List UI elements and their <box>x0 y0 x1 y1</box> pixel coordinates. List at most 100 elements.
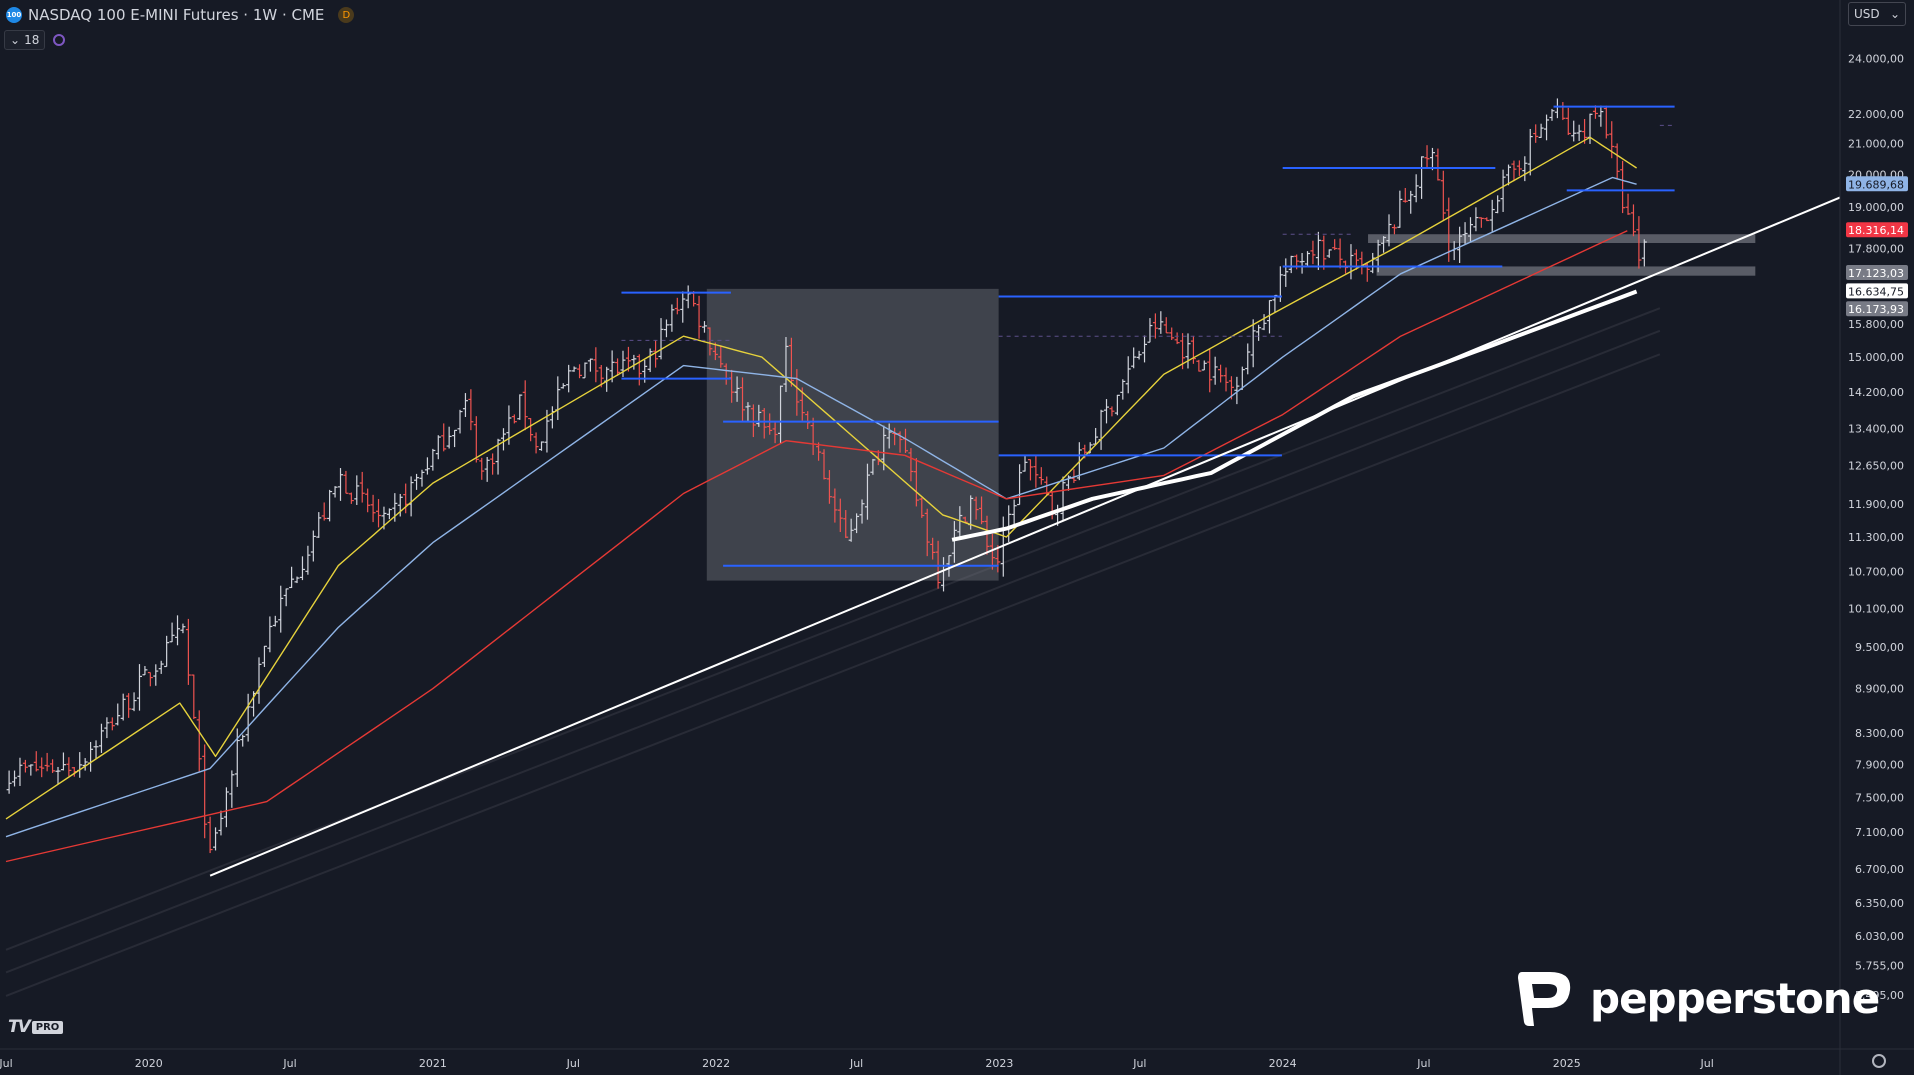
ohlc-bar <box>805 411 811 429</box>
price-label-box <box>1846 301 1908 317</box>
ohlc-bar <box>1386 214 1392 247</box>
ohlc-bar <box>669 304 675 332</box>
ohlc-bar <box>305 545 311 575</box>
pro-badge: PRO <box>31 1020 64 1034</box>
ohlc-bar <box>886 423 892 449</box>
ohlc-bar <box>1283 258 1289 287</box>
y-tick-label: 10.700,00 <box>1848 566 1904 579</box>
ohlc-bar <box>1207 348 1213 393</box>
ohlc-bar <box>1109 406 1115 417</box>
ohlc-bar <box>386 508 392 520</box>
y-tick-label: 8.900,00 <box>1855 683 1904 696</box>
ohlc-bar <box>1462 222 1468 245</box>
chart-title[interactable]: NASDAQ 100 E-MINI Futures · 1W · CME <box>28 6 325 24</box>
ohlc-bar <box>522 380 528 431</box>
ohlc-bar <box>1337 238 1343 269</box>
ohlc-bar <box>1620 160 1626 214</box>
ohlc-bar <box>98 723 104 753</box>
pepperstone-logo-icon <box>1518 972 1571 1026</box>
ohlc-bar <box>1033 454 1039 488</box>
tradingview-logo[interactable]: TV PRO <box>8 1017 64 1037</box>
ohlc-bar <box>12 770 18 787</box>
ohlc-bar <box>500 428 506 451</box>
ohlc-bar <box>685 285 691 309</box>
ohlc-bar <box>1489 199 1495 232</box>
ohlc-bar <box>441 423 447 452</box>
ohlc-bar <box>1522 156 1528 182</box>
settings-gear-icon[interactable] <box>1872 1054 1886 1068</box>
x-tick-label: Jul <box>1700 1057 1714 1070</box>
ohlc-bar <box>859 499 865 524</box>
ohlc-bar <box>680 291 686 323</box>
ohlc-bar <box>930 537 936 560</box>
ohlc-bar <box>1201 360 1207 371</box>
ohlc-bar <box>348 492 354 504</box>
ohlc-bar <box>1467 217 1473 242</box>
sma-long-line <box>951 289 1638 542</box>
y-tick-label: 7.100,00 <box>1855 826 1904 839</box>
x-tick-label: 2024 <box>1269 1057 1297 1070</box>
ohlc-bar <box>973 496 979 520</box>
ohlc-bar <box>1391 224 1397 235</box>
y-tick-label: 19.000,00 <box>1848 201 1904 214</box>
indicators-toggle-button[interactable]: ⌄ 18 <box>4 30 46 50</box>
ohlc-bar <box>1576 124 1582 141</box>
ohlc-bar <box>816 442 822 461</box>
ohlc-bar <box>767 413 773 435</box>
ohlc-bar <box>365 488 371 513</box>
ohlc-bar <box>370 494 376 523</box>
ohlc-bar <box>479 457 485 480</box>
ohlc-bar <box>1473 207 1479 232</box>
ohlc-bar <box>435 435 441 460</box>
indicator-settings-icon[interactable] <box>53 34 66 46</box>
ohlc-bar <box>1169 327 1175 340</box>
ohlc-bar <box>555 376 561 420</box>
ohlc-bar <box>745 402 751 421</box>
ohlc-bar <box>1440 170 1446 220</box>
y-tick-label: 24.000,00 <box>1848 53 1904 66</box>
chart-header: 100 NASDAQ 100 E-MINI Futures · 1W · CME… <box>6 4 355 26</box>
ohlc-bar <box>582 362 588 379</box>
ohlc-bar <box>549 406 555 429</box>
ohlc-bar <box>294 576 300 584</box>
ohlc-bar <box>1636 216 1642 269</box>
ohlc-bar <box>218 810 224 836</box>
ohlc-bar <box>1500 169 1506 212</box>
x-tick-label: Jul <box>0 1057 13 1070</box>
delayed-data-badge[interactable]: D <box>338 7 355 23</box>
y-tick-label: 6.700,00 <box>1855 863 1904 876</box>
ohlc-bar <box>593 347 599 383</box>
currency-select[interactable]: USD ⌄ <box>1848 2 1906 26</box>
ohlc-bar <box>1315 231 1321 270</box>
ohlc-bar <box>951 521 957 563</box>
ohlc-bar <box>528 417 534 442</box>
ohlc-bar <box>397 493 403 517</box>
ohlc-bar <box>989 533 995 570</box>
ohlc-bar <box>207 816 213 854</box>
ohlc-bar <box>332 486 338 498</box>
ohlc-bar <box>756 404 762 427</box>
ohlc-bar <box>376 499 382 528</box>
ohlc-bar <box>462 393 468 417</box>
ohlc-bar <box>468 389 474 431</box>
background-average-line <box>5 353 1661 997</box>
ohlc-bar <box>1533 124 1539 143</box>
ohlc-bar <box>560 383 566 389</box>
ohlc-bar <box>604 366 610 392</box>
brand-name: pepperstone <box>1590 973 1880 1023</box>
ohlc-bar <box>1598 105 1604 127</box>
price-label-box <box>1846 264 1908 280</box>
ohlc-bar <box>1152 313 1158 339</box>
ohlc-bar <box>734 376 740 402</box>
ohlc-bar <box>1190 335 1196 364</box>
ohlc-bar <box>1511 160 1517 182</box>
ohlc-bar <box>359 471 365 503</box>
ohlc-bar <box>1495 195 1501 214</box>
background-average-line <box>5 329 1661 974</box>
ohlc-bar <box>772 421 778 444</box>
indicators-row: ⌄ 18 <box>4 30 66 50</box>
trendline <box>209 196 1840 877</box>
ohlc-bar <box>587 358 593 372</box>
ohlc-bar <box>615 358 621 376</box>
